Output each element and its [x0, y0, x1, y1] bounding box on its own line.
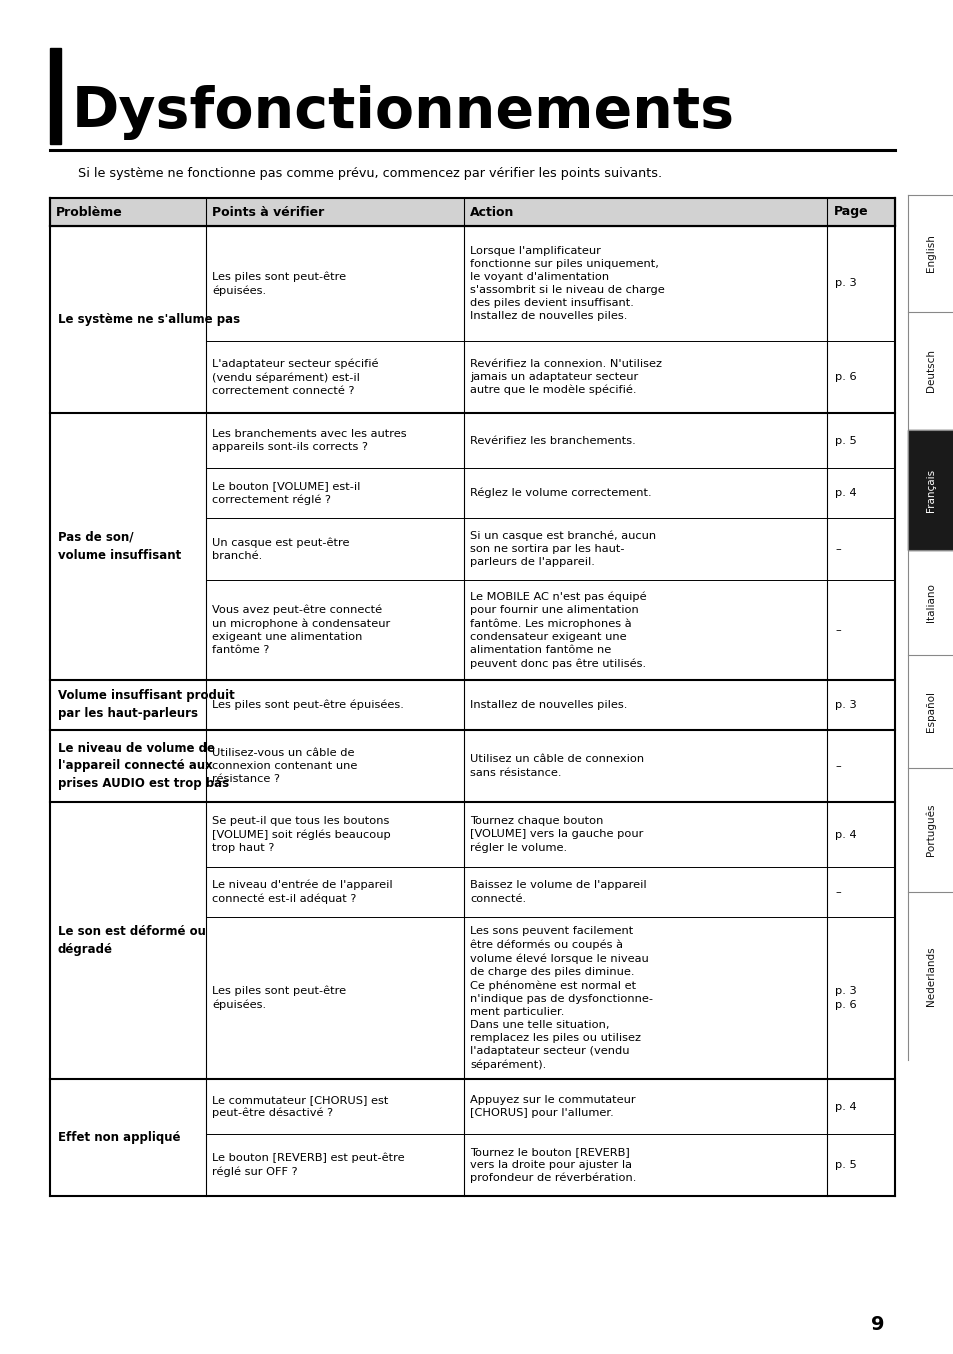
Text: –: –	[835, 761, 841, 770]
Text: Le MOBILE AC n'est pas équipé
pour fournir une alimentation
fantôme. Les microph: Le MOBILE AC n'est pas équipé pour fourn…	[470, 592, 646, 669]
Text: Action: Action	[470, 206, 514, 218]
Text: –: –	[835, 887, 841, 896]
Text: Português: Português	[924, 804, 935, 856]
Text: Si le système ne fonctionne pas comme prévu, commencez par vérifier les points s: Si le système ne fonctionne pas comme pr…	[78, 168, 661, 180]
Text: p. 3: p. 3	[835, 700, 856, 709]
Text: Réglez le volume correctement.: Réglez le volume correctement.	[470, 487, 651, 498]
Text: Français: Français	[925, 468, 935, 512]
Text: p. 4: p. 4	[835, 1102, 856, 1112]
Text: Le commutateur [CHORUS] est
peut-être désactivé ?: Le commutateur [CHORUS] est peut-être dé…	[213, 1094, 388, 1118]
Text: Español: Español	[925, 691, 935, 733]
Text: English: English	[925, 234, 935, 272]
Text: 9: 9	[871, 1316, 884, 1335]
Text: Points à vérifier: Points à vérifier	[213, 206, 324, 218]
Text: Appuyez sur le commutateur
[CHORUS] pour l'allumer.: Appuyez sur le commutateur [CHORUS] pour…	[470, 1095, 635, 1118]
Text: Vous avez peut-être connecté
un microphone à condensateur
exigeant une alimentat: Vous avez peut-être connecté un micropho…	[213, 605, 390, 655]
Text: Dysfonctionnements: Dysfonctionnements	[71, 84, 735, 139]
Text: p. 5: p. 5	[835, 436, 856, 445]
Text: Volume insuffisant produit
par les haut-parleurs: Volume insuffisant produit par les haut-…	[58, 689, 234, 720]
Text: –: –	[835, 626, 841, 635]
Text: Se peut-il que tous les boutons
[VOLUME] soit réglés beaucoup
trop haut ?: Se peut-il que tous les boutons [VOLUME]…	[213, 816, 391, 853]
Text: Les branchements avec les autres
appareils sont-ils corrects ?: Les branchements avec les autres apparei…	[213, 429, 407, 452]
Text: p. 3
p. 6: p. 3 p. 6	[835, 986, 856, 1010]
Text: Pas de son/
volume insuffisant: Pas de son/ volume insuffisant	[58, 531, 181, 562]
Text: –: –	[835, 544, 841, 554]
Text: p. 3: p. 3	[835, 279, 856, 288]
Bar	[50, 198, 894, 226]
Text: Deutsch: Deutsch	[925, 349, 935, 393]
Bar	[50, 47, 61, 144]
Text: Nederlands: Nederlands	[925, 946, 935, 1006]
Text: Le système ne s'allume pas: Le système ne s'allume pas	[58, 313, 240, 326]
Text: Utilisez-vous un câble de
connexion contenant une
résistance ?: Utilisez-vous un câble de connexion cont…	[213, 747, 357, 784]
Text: p. 4: p. 4	[835, 830, 856, 839]
Text: Revérifiez la connexion. N'utilisez
jamais un adaptateur secteur
autre que le mo: Revérifiez la connexion. N'utilisez jama…	[470, 359, 661, 395]
Text: Un casque est peut-être
branché.: Un casque est peut-être branché.	[213, 538, 350, 561]
Text: Lorsque l'amplificateur
fonctionne sur piles uniquement,
le voyant d'alimentatio: Lorsque l'amplificateur fonctionne sur p…	[470, 246, 664, 321]
Text: Page: Page	[833, 206, 867, 218]
Text: p. 5: p. 5	[835, 1160, 856, 1170]
Text: Problème: Problème	[56, 206, 123, 218]
Text: Effet non appliqué: Effet non appliqué	[58, 1131, 180, 1144]
Text: Le bouton [VOLUME] est-il
correctement réglé ?: Le bouton [VOLUME] est-il correctement r…	[213, 481, 360, 505]
Text: p. 6: p. 6	[835, 372, 856, 382]
Text: Si un casque est branché, aucun
son ne sortira par les haut-
parleurs de l'appar: Si un casque est branché, aucun son ne s…	[470, 531, 656, 567]
Text: Installez de nouvelles piles.: Installez de nouvelles piles.	[470, 700, 627, 709]
Text: L'adaptateur secteur spécifié
(vendu séparément) est-il
correctement connecté ?: L'adaptateur secteur spécifié (vendu sép…	[213, 359, 378, 395]
Text: Baissez le volume de l'appareil
connecté.: Baissez le volume de l'appareil connecté…	[470, 880, 646, 903]
Text: Revérifiez les branchements.: Revérifiez les branchements.	[470, 436, 635, 445]
Text: Le son est déformé ou
dégradé: Le son est déformé ou dégradé	[58, 925, 206, 956]
Text: Tournez le bouton [REVERB]
vers la droite pour ajuster la
profondeur de réverbér: Tournez le bouton [REVERB] vers la droit…	[470, 1147, 636, 1183]
Text: Les piles sont peut-être
épuisées.: Les piles sont peut-être épuisées.	[213, 271, 346, 295]
Text: Le niveau de volume de
l'appareil connecté aux
prises AUDIO est trop bas: Le niveau de volume de l'appareil connec…	[58, 742, 229, 791]
Text: Tournez chaque bouton
[VOLUME] vers la gauche pour
régler le volume.: Tournez chaque bouton [VOLUME] vers la g…	[470, 816, 642, 853]
Text: Le niveau d'entrée de l'appareil
connecté est-il adéquat ?: Le niveau d'entrée de l'appareil connect…	[213, 880, 393, 904]
Text: Les piles sont peut-être
épuisées.: Les piles sont peut-être épuisées.	[213, 986, 346, 1010]
Text: Utilisez un câble de connexion
sans résistance.: Utilisez un câble de connexion sans rési…	[470, 754, 643, 777]
Text: p. 4: p. 4	[835, 487, 856, 498]
Text: Les piles sont peut-être épuisées.: Les piles sont peut-être épuisées.	[213, 700, 404, 711]
Text: Italiano: Italiano	[925, 584, 935, 621]
Text: Les sons peuvent facilement
être déformés ou coupés à
volume élevé lorsque le ni: Les sons peuvent facilement être déformé…	[470, 926, 653, 1070]
Bar	[907, 431, 953, 550]
Text: Le bouton [REVERB] est peut-être
réglé sur OFF ?: Le bouton [REVERB] est peut-être réglé s…	[213, 1152, 404, 1177]
